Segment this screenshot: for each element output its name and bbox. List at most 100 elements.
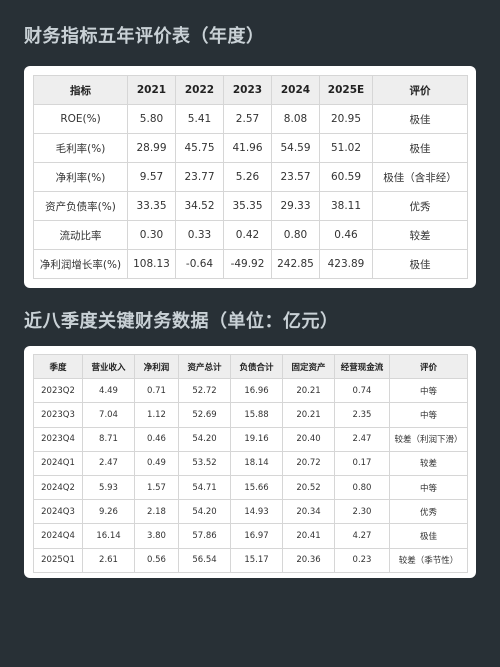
- annual-section-title: 财务指标五年评价表（年度）: [24, 26, 265, 47]
- table-header-row: 指标 2021 2022 2023 2024 2025E 评价: [33, 75, 468, 105]
- column-header: 净利润: [134, 353, 179, 380]
- table-row: 2024Q1 2.47 0.49 53.52 18.14 20.72 0.17 较差: [33, 450, 468, 476]
- table-cell: 2023Q3: [33, 402, 83, 428]
- column-header: 评价: [389, 353, 468, 380]
- table-row: 净利率(%) 9.57 23.77 5.26 23.57 60.59 极佳（含非经）: [33, 162, 468, 192]
- table-cell: 较差: [389, 450, 468, 476]
- table-row: 2024Q3 9.26 2.18 54.20 14.93 20.34 2.30 优秀: [33, 499, 468, 525]
- table-row: 净利润增长率(%) 108.13 -0.64 -49.92 242.85 423.89 极佳: [33, 249, 468, 279]
- table-cell: 34.52: [175, 191, 224, 221]
- table-cell: 极佳: [372, 249, 468, 279]
- table-cell: 0.74: [334, 378, 390, 404]
- column-header: 2022: [175, 75, 224, 105]
- table-cell: 2.47: [82, 450, 135, 476]
- table-row: 2024Q2 5.93 1.57 54.71 15.66 20.52 0.80 中等: [33, 474, 468, 501]
- table-cell: 51.02: [319, 133, 373, 163]
- table-row: 2024Q4 16.14 3.80 57.86 16.97 20.41 4.27 极佳: [33, 523, 468, 549]
- table-cell: 15.17: [230, 547, 283, 573]
- table-cell: 14.93: [230, 499, 283, 525]
- table-cell: 2024Q1: [33, 450, 83, 476]
- table-cell: 5.26: [223, 162, 272, 192]
- annual-table-card: 指标 2021 2022 2023 2024 2025E 评价 ROE(%) 5.80 5.41…: [24, 66, 476, 288]
- table-cell: 2024Q3: [33, 499, 83, 525]
- table-cell: 2.47: [334, 426, 390, 452]
- annual-evaluation-table: 指标 2021 2022 2023 2024 2025E 评价 ROE(%) 5.80 5.41…: [33, 75, 468, 279]
- table-cell: 2024Q4: [33, 523, 83, 549]
- table-cell: 2.57: [223, 104, 272, 134]
- column-header: 2021: [127, 75, 176, 105]
- table-cell: 56.54: [178, 547, 231, 573]
- table-cell: 毛利率(%): [33, 133, 128, 163]
- table-cell: 优秀: [372, 191, 468, 221]
- table-row: 2023Q3 7.04 1.12 52.69 15.88 20.21 2.35 中等: [33, 402, 468, 428]
- table-cell: 108.13: [127, 249, 176, 279]
- column-header: 评价: [372, 75, 468, 105]
- table-cell: 0.80: [271, 220, 320, 250]
- table-cell: 16.96: [230, 378, 283, 404]
- table-cell: 20.21: [282, 402, 335, 428]
- table-cell: 较差（利润下滑）: [389, 426, 468, 452]
- table-cell: 0.56: [134, 547, 179, 573]
- quarterly-data-table: 季度 营业收入 净利润 资产总计 负债合计 固定资产 经营现金流 评价 2023Q2 4.49 0…: [33, 353, 468, 573]
- table-cell: 53.52: [178, 450, 231, 476]
- column-header: 资产总计: [178, 353, 231, 380]
- table-cell: 38.11: [319, 191, 373, 221]
- table-cell: 资产负债率(%): [33, 191, 128, 221]
- table-cell: 1.12: [134, 402, 179, 428]
- table-cell: 54.20: [178, 499, 231, 525]
- table-row: 毛利率(%) 28.99 45.75 41.96 54.59 51.02 极佳: [33, 133, 468, 163]
- table-cell: 较差（季节性）: [389, 547, 468, 573]
- table-cell: 8.71: [82, 426, 135, 452]
- table-cell: 极佳: [372, 104, 468, 134]
- column-header: 季度: [33, 353, 83, 380]
- table-cell: 29.33: [271, 191, 320, 221]
- table-header-row: 季度 营业收入 净利润 资产总计 负债合计 固定资产 经营现金流 评价: [33, 353, 468, 380]
- table-cell: 54.20: [178, 426, 231, 452]
- table-cell: 3.80: [134, 523, 179, 549]
- table-cell: 20.41: [282, 523, 335, 549]
- column-header: 经营现金流: [334, 353, 390, 380]
- column-header: 2023: [223, 75, 272, 105]
- table-cell: 54.71: [178, 474, 231, 501]
- table-cell: 0.49: [134, 450, 179, 476]
- table-cell: 2.30: [334, 499, 390, 525]
- column-header: 固定资产: [282, 353, 335, 380]
- table-cell: 2024Q2: [33, 474, 83, 501]
- column-header: 指标: [33, 75, 128, 105]
- table-cell: 2023Q2: [33, 378, 83, 404]
- table-cell: 4.49: [82, 378, 135, 404]
- table-cell: 23.57: [271, 162, 320, 192]
- table-cell: 20.52: [282, 474, 335, 501]
- quarterly-section-title: 近八季度关键财务数据（单位：亿元）: [24, 311, 339, 332]
- table-cell: 极佳（含非经）: [372, 162, 468, 192]
- table-row: 2025Q1 2.61 0.56 56.54 15.17 20.36 0.23 较差（季节性）: [33, 547, 468, 573]
- table-cell: 5.80: [127, 104, 176, 134]
- table-cell: 0.46: [319, 220, 373, 250]
- table-cell: 52.69: [178, 402, 231, 428]
- table-cell: 16.14: [82, 523, 135, 549]
- table-cell: 中等: [389, 474, 468, 501]
- table-cell: 57.86: [178, 523, 231, 549]
- table-cell: 7.04: [82, 402, 135, 428]
- table-cell: 16.97: [230, 523, 283, 549]
- table-cell: 极佳: [389, 523, 468, 549]
- quarterly-table-card: 季度 营业收入 净利润 资产总计 负债合计 固定资产 经营现金流 评价 2023Q2 4.49 0…: [24, 346, 476, 578]
- table-cell: 54.59: [271, 133, 320, 163]
- table-cell: 5.41: [175, 104, 224, 134]
- table-cell: 60.59: [319, 162, 373, 192]
- table-cell: 0.17: [334, 450, 390, 476]
- table-cell: 0.46: [134, 426, 179, 452]
- table-cell: 优秀: [389, 499, 468, 525]
- table-cell: 20.21: [282, 378, 335, 404]
- table-cell: 2025Q1: [33, 547, 83, 573]
- table-cell: 41.96: [223, 133, 272, 163]
- table-cell: 9.26: [82, 499, 135, 525]
- table-cell: 15.66: [230, 474, 283, 501]
- table-cell: 2.61: [82, 547, 135, 573]
- table-cell: 0.42: [223, 220, 272, 250]
- table-row: 流动比率 0.30 0.33 0.42 0.80 0.46 较差: [33, 220, 468, 250]
- table-cell: 0.80: [334, 474, 390, 501]
- table-cell: 极佳: [372, 133, 468, 163]
- table-cell: 0.23: [334, 547, 390, 573]
- table-cell: 0.30: [127, 220, 176, 250]
